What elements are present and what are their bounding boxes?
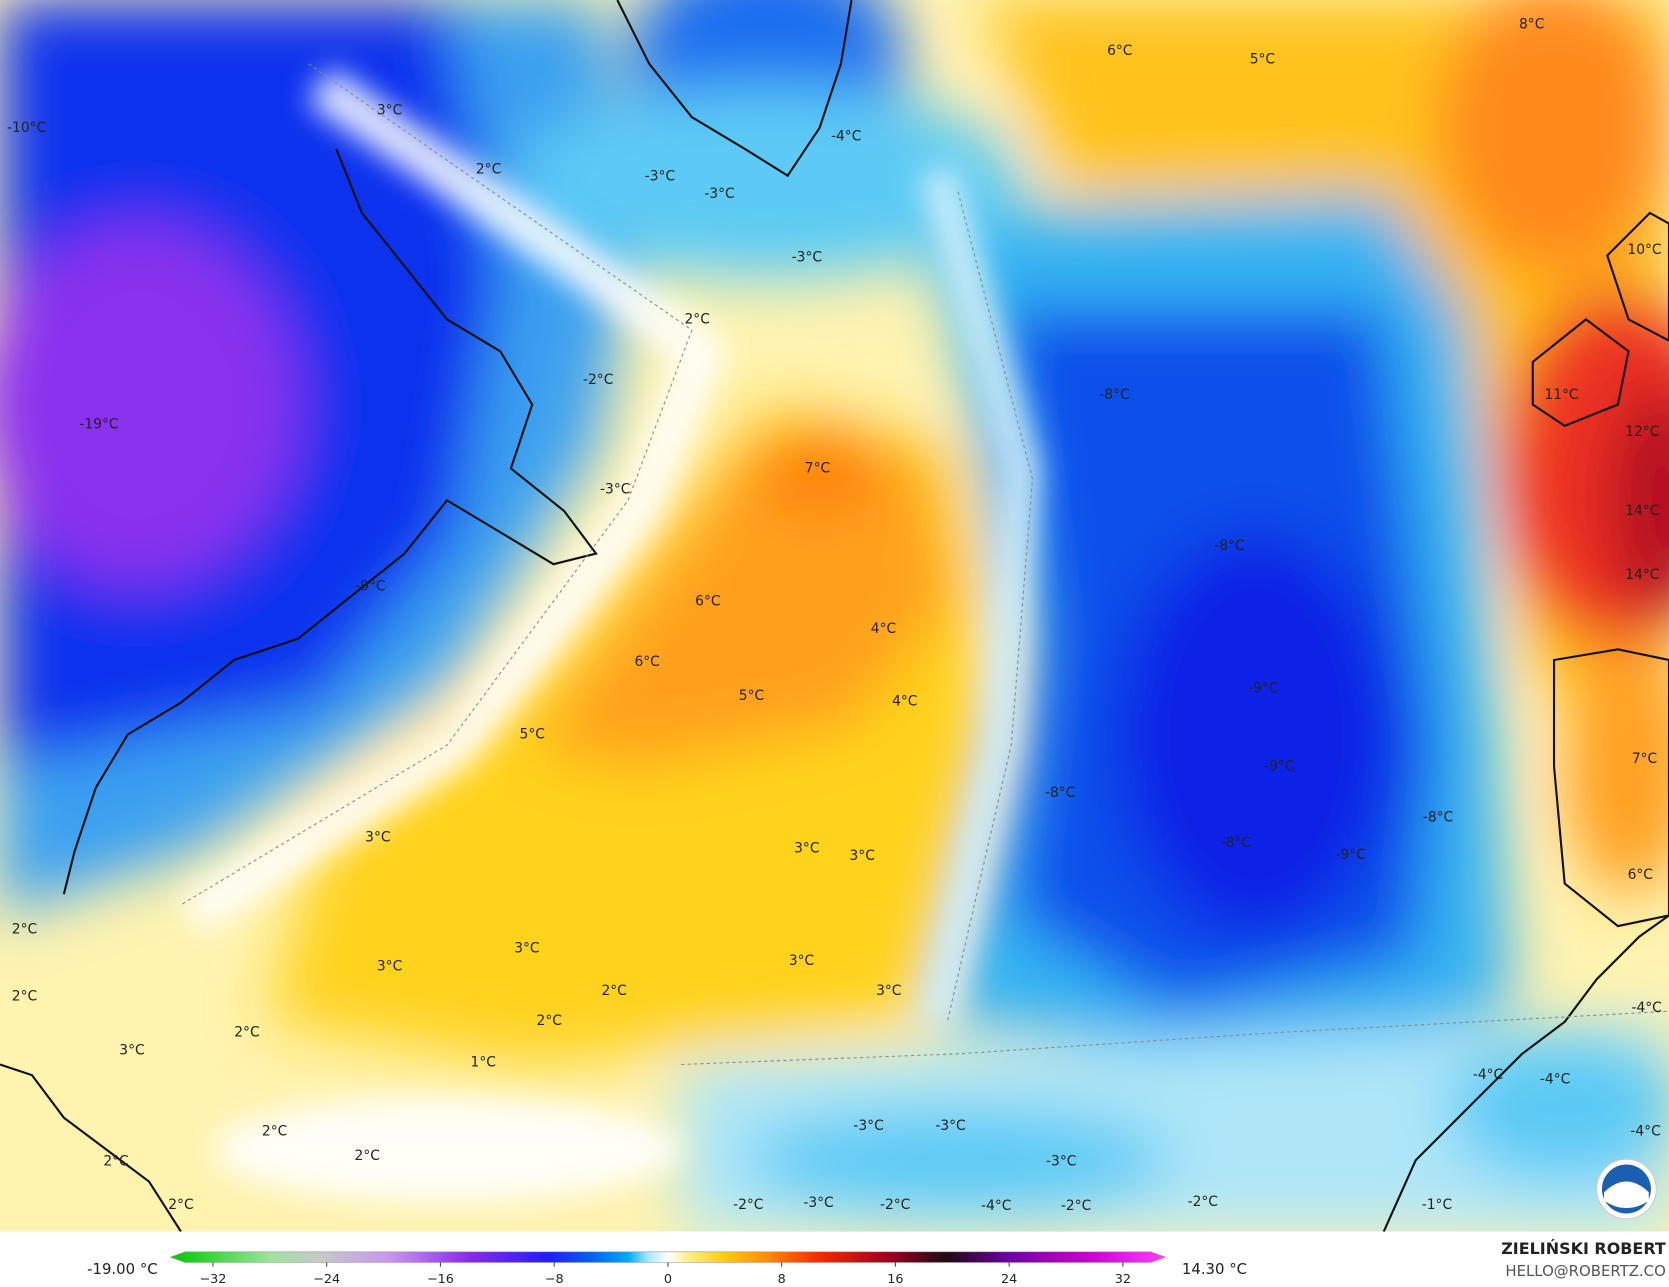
temp-label: 5°C [1250, 52, 1275, 68]
temp-label: 2°C [12, 988, 37, 1004]
temp-label: -8°C [1221, 835, 1251, 851]
temp-label: 2°C [262, 1124, 287, 1140]
colorbar-tick-label: 16 [887, 1272, 903, 1287]
temp-label: -4°C [1631, 1000, 1661, 1016]
temp-label: 6°C [695, 593, 720, 609]
temp-label: -2°C [733, 1197, 763, 1213]
temp-label: 8°C [1519, 17, 1544, 33]
temp-label: -9°C [355, 579, 385, 595]
temp-label: 2°C [103, 1153, 128, 1169]
colorbar: -19.00 °C 14.30 °C ZIELIŃSKI ROBERT HELL… [87, 1239, 1666, 1287]
temp-label: 14°C [1625, 503, 1659, 519]
temp-label: 1°C [471, 1054, 496, 1070]
temp-label: -10°C [7, 120, 46, 136]
max-label: 14.30 °C [1182, 1260, 1247, 1278]
temp-label: -4°C [1630, 1124, 1660, 1140]
temp-label: 7°C [805, 460, 830, 476]
temp-label: -4°C [981, 1198, 1011, 1214]
temp-label: 14°C [1625, 567, 1659, 583]
temp-label: 2°C [234, 1025, 259, 1041]
temp-label: -3°C [645, 169, 675, 185]
colorbar-bar [169, 1251, 1167, 1263]
temp-label: -3°C [803, 1195, 833, 1211]
temp-label: 2°C [601, 983, 626, 999]
temp-label: 3°C [849, 848, 874, 864]
temp-label: 4°C [892, 694, 917, 710]
coastlines [0, 0, 1669, 1232]
colorbar-tick-label: −8 [545, 1272, 564, 1287]
temp-label: -19°C [79, 417, 118, 433]
temp-label: -8°C [1214, 538, 1244, 554]
temp-label: 6°C [634, 654, 659, 670]
temp-label: 3°C [119, 1043, 144, 1059]
temp-label: -3°C [600, 482, 630, 498]
temp-label: -8°C [1099, 387, 1129, 403]
temp-label: 6°C [1107, 43, 1132, 59]
author: ZIELIŃSKI ROBERT [1501, 1239, 1666, 1258]
colorbar-tick-label: −32 [199, 1272, 226, 1287]
temp-label: -4°C [1473, 1067, 1503, 1083]
temp-label: -4°C [831, 128, 861, 144]
noaa-logo [1596, 1158, 1657, 1220]
temp-label: -2°C [1188, 1194, 1218, 1210]
temp-label: -3°C [935, 1118, 965, 1134]
temp-label: 3°C [789, 953, 814, 969]
temp-label: -2°C [880, 1197, 910, 1213]
temp-label: 5°C [520, 727, 545, 743]
temp-label: 12°C [1625, 424, 1659, 440]
email: HELLO@ROBERTZ.CO [1505, 1262, 1665, 1280]
temp-label: -2°C [583, 372, 613, 388]
temp-label: 3°C [876, 983, 901, 999]
temperature-labels: -10°C 3°C 2°C -3°C -3°C -4°C -3°C 6°C 5°C 8°C 10°C… [7, 17, 1662, 1214]
temp-label: -4°C [1540, 1071, 1570, 1087]
temp-label: 2°C [476, 161, 501, 177]
temp-label: 11°C [1544, 387, 1578, 403]
temp-label: 3°C [365, 830, 390, 846]
temp-label: -9°C [1264, 758, 1294, 774]
temp-label: 6°C [1628, 867, 1653, 883]
temp-label: -9°C [1336, 847, 1366, 863]
colorbar-tick-label: −16 [427, 1272, 454, 1287]
colorbar-tick-label: 32 [1115, 1272, 1131, 1287]
temp-label: 2°C [355, 1148, 380, 1164]
temp-label: 7°C [1632, 751, 1657, 767]
temp-label: 2°C [168, 1197, 193, 1213]
temp-label: -3°C [792, 250, 822, 266]
temperature-field: -10°C 3°C 2°C -3°C -3°C -4°C -3°C 6°C 5°C 8°C 10°C… [0, 0, 1669, 1232]
temp-label: -8°C [1423, 810, 1453, 826]
temp-label: 2°C [537, 1013, 562, 1029]
min-label: -19.00 °C [87, 1260, 158, 1278]
colorbar-tick-label: 8 [778, 1272, 786, 1287]
temp-label: -1°C [1422, 1197, 1452, 1213]
colorbar-tick-label: 24 [1001, 1272, 1017, 1287]
temp-label: 3°C [794, 840, 819, 856]
temp-label: -3°C [1046, 1153, 1076, 1169]
temp-label: -9°C [1248, 681, 1278, 697]
temp-label: 3°C [514, 940, 539, 956]
temp-label: 3°C [377, 959, 402, 975]
temp-label: -3°C [853, 1118, 883, 1134]
temp-label: -2°C [1061, 1198, 1091, 1214]
temp-label: 5°C [739, 688, 764, 704]
isotherms [180, 63, 1669, 1066]
temp-label: -3°C [704, 186, 734, 202]
temp-label: 2°C [685, 311, 710, 327]
temp-label: -8°C [1045, 785, 1075, 801]
colorbar-tick-label: −24 [313, 1272, 340, 1287]
temp-label: 3°C [377, 103, 402, 119]
temp-label: 2°C [12, 921, 37, 937]
temp-label: 10°C [1627, 242, 1661, 258]
temp-label: 4°C [871, 621, 896, 637]
colorbar-tick-label: 0 [664, 1272, 672, 1287]
